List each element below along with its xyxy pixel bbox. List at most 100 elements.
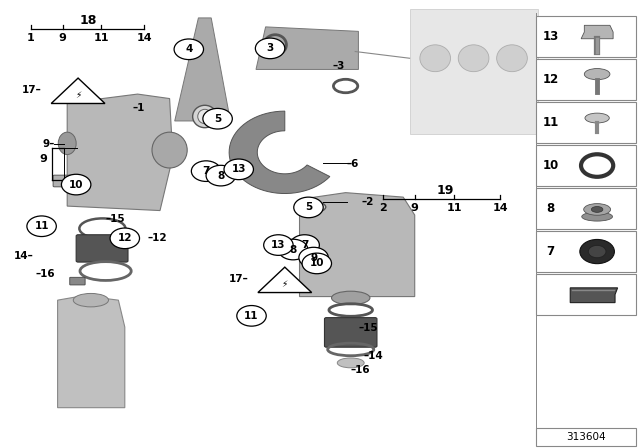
Text: 10: 10 — [310, 258, 324, 268]
Text: –3: –3 — [333, 61, 345, 71]
Text: 9: 9 — [310, 253, 317, 263]
Text: 9: 9 — [40, 154, 47, 164]
Circle shape — [302, 253, 332, 274]
Text: 7: 7 — [547, 245, 554, 258]
Text: –15: –15 — [106, 214, 125, 224]
Text: 18: 18 — [79, 13, 97, 27]
Text: 13: 13 — [542, 30, 559, 43]
Ellipse shape — [73, 293, 108, 307]
Text: 11: 11 — [447, 203, 462, 213]
Ellipse shape — [301, 202, 326, 212]
FancyBboxPatch shape — [536, 231, 636, 272]
Text: ⚡: ⚡ — [282, 280, 288, 289]
Ellipse shape — [591, 207, 603, 212]
Text: 1: 1 — [27, 33, 35, 43]
FancyBboxPatch shape — [536, 428, 636, 446]
Text: 7: 7 — [202, 166, 210, 176]
Polygon shape — [570, 288, 618, 302]
Polygon shape — [300, 193, 415, 297]
Text: ⚡: ⚡ — [75, 91, 81, 100]
Circle shape — [174, 39, 204, 60]
Text: 3: 3 — [266, 43, 274, 53]
Text: 2: 2 — [379, 203, 387, 213]
FancyBboxPatch shape — [536, 274, 636, 315]
Text: 7: 7 — [301, 240, 308, 250]
Text: 4: 4 — [185, 44, 193, 54]
Text: 12: 12 — [542, 73, 559, 86]
Circle shape — [203, 108, 232, 129]
Circle shape — [290, 235, 319, 255]
Ellipse shape — [582, 212, 612, 221]
Text: 13: 13 — [271, 240, 285, 250]
Circle shape — [299, 247, 328, 268]
Ellipse shape — [152, 132, 188, 168]
Polygon shape — [67, 94, 173, 211]
FancyBboxPatch shape — [536, 16, 636, 57]
Text: 9–: 9– — [42, 139, 54, 149]
Text: 8: 8 — [547, 202, 554, 215]
Ellipse shape — [585, 113, 609, 123]
Ellipse shape — [497, 45, 527, 72]
Text: 14: 14 — [136, 33, 152, 43]
FancyBboxPatch shape — [70, 277, 85, 285]
FancyBboxPatch shape — [536, 102, 636, 143]
Circle shape — [264, 235, 293, 255]
Circle shape — [580, 239, 614, 264]
Ellipse shape — [332, 291, 370, 305]
Text: 14: 14 — [493, 203, 508, 213]
FancyBboxPatch shape — [536, 145, 636, 186]
Text: 12: 12 — [118, 233, 132, 243]
FancyBboxPatch shape — [324, 318, 377, 347]
Polygon shape — [258, 267, 312, 293]
Ellipse shape — [420, 45, 451, 72]
FancyBboxPatch shape — [536, 59, 636, 100]
Circle shape — [27, 216, 56, 237]
Circle shape — [61, 174, 91, 195]
Circle shape — [191, 161, 221, 181]
Text: 11: 11 — [35, 221, 49, 231]
Polygon shape — [256, 27, 358, 69]
Ellipse shape — [58, 132, 76, 155]
Text: –15: –15 — [358, 323, 378, 333]
Ellipse shape — [193, 105, 217, 128]
Ellipse shape — [584, 69, 610, 80]
Polygon shape — [410, 9, 538, 134]
Text: –6: –6 — [347, 159, 359, 168]
Text: 8: 8 — [289, 245, 297, 254]
Circle shape — [278, 239, 308, 260]
Text: 11: 11 — [244, 311, 259, 321]
Text: 11: 11 — [93, 33, 109, 43]
FancyBboxPatch shape — [536, 188, 636, 229]
Polygon shape — [51, 78, 105, 103]
Ellipse shape — [458, 45, 489, 72]
Ellipse shape — [584, 203, 611, 215]
Ellipse shape — [337, 358, 364, 368]
Circle shape — [237, 306, 266, 326]
Text: 17–: 17– — [228, 274, 248, 284]
Text: 19: 19 — [436, 184, 454, 197]
Text: 5: 5 — [305, 202, 312, 212]
Text: 313604: 313604 — [566, 432, 605, 442]
Text: –12: –12 — [147, 233, 167, 243]
Text: –1: –1 — [132, 103, 145, 113]
Text: 10: 10 — [69, 180, 83, 190]
Text: 9: 9 — [411, 203, 419, 213]
Ellipse shape — [198, 109, 212, 124]
Polygon shape — [581, 25, 613, 39]
Circle shape — [294, 197, 323, 218]
FancyBboxPatch shape — [53, 175, 74, 187]
Text: 8: 8 — [217, 171, 225, 181]
FancyBboxPatch shape — [76, 235, 128, 262]
Circle shape — [588, 246, 606, 258]
Text: 9: 9 — [59, 33, 67, 43]
Circle shape — [206, 165, 236, 186]
Polygon shape — [175, 18, 230, 121]
Text: –16: –16 — [351, 365, 371, 375]
Text: 17–: 17– — [22, 85, 42, 95]
Text: 13: 13 — [232, 164, 246, 174]
Text: 11: 11 — [542, 116, 559, 129]
Text: –2: –2 — [362, 198, 374, 207]
Text: –16: –16 — [35, 269, 55, 279]
Circle shape — [255, 38, 285, 59]
Polygon shape — [229, 111, 330, 194]
